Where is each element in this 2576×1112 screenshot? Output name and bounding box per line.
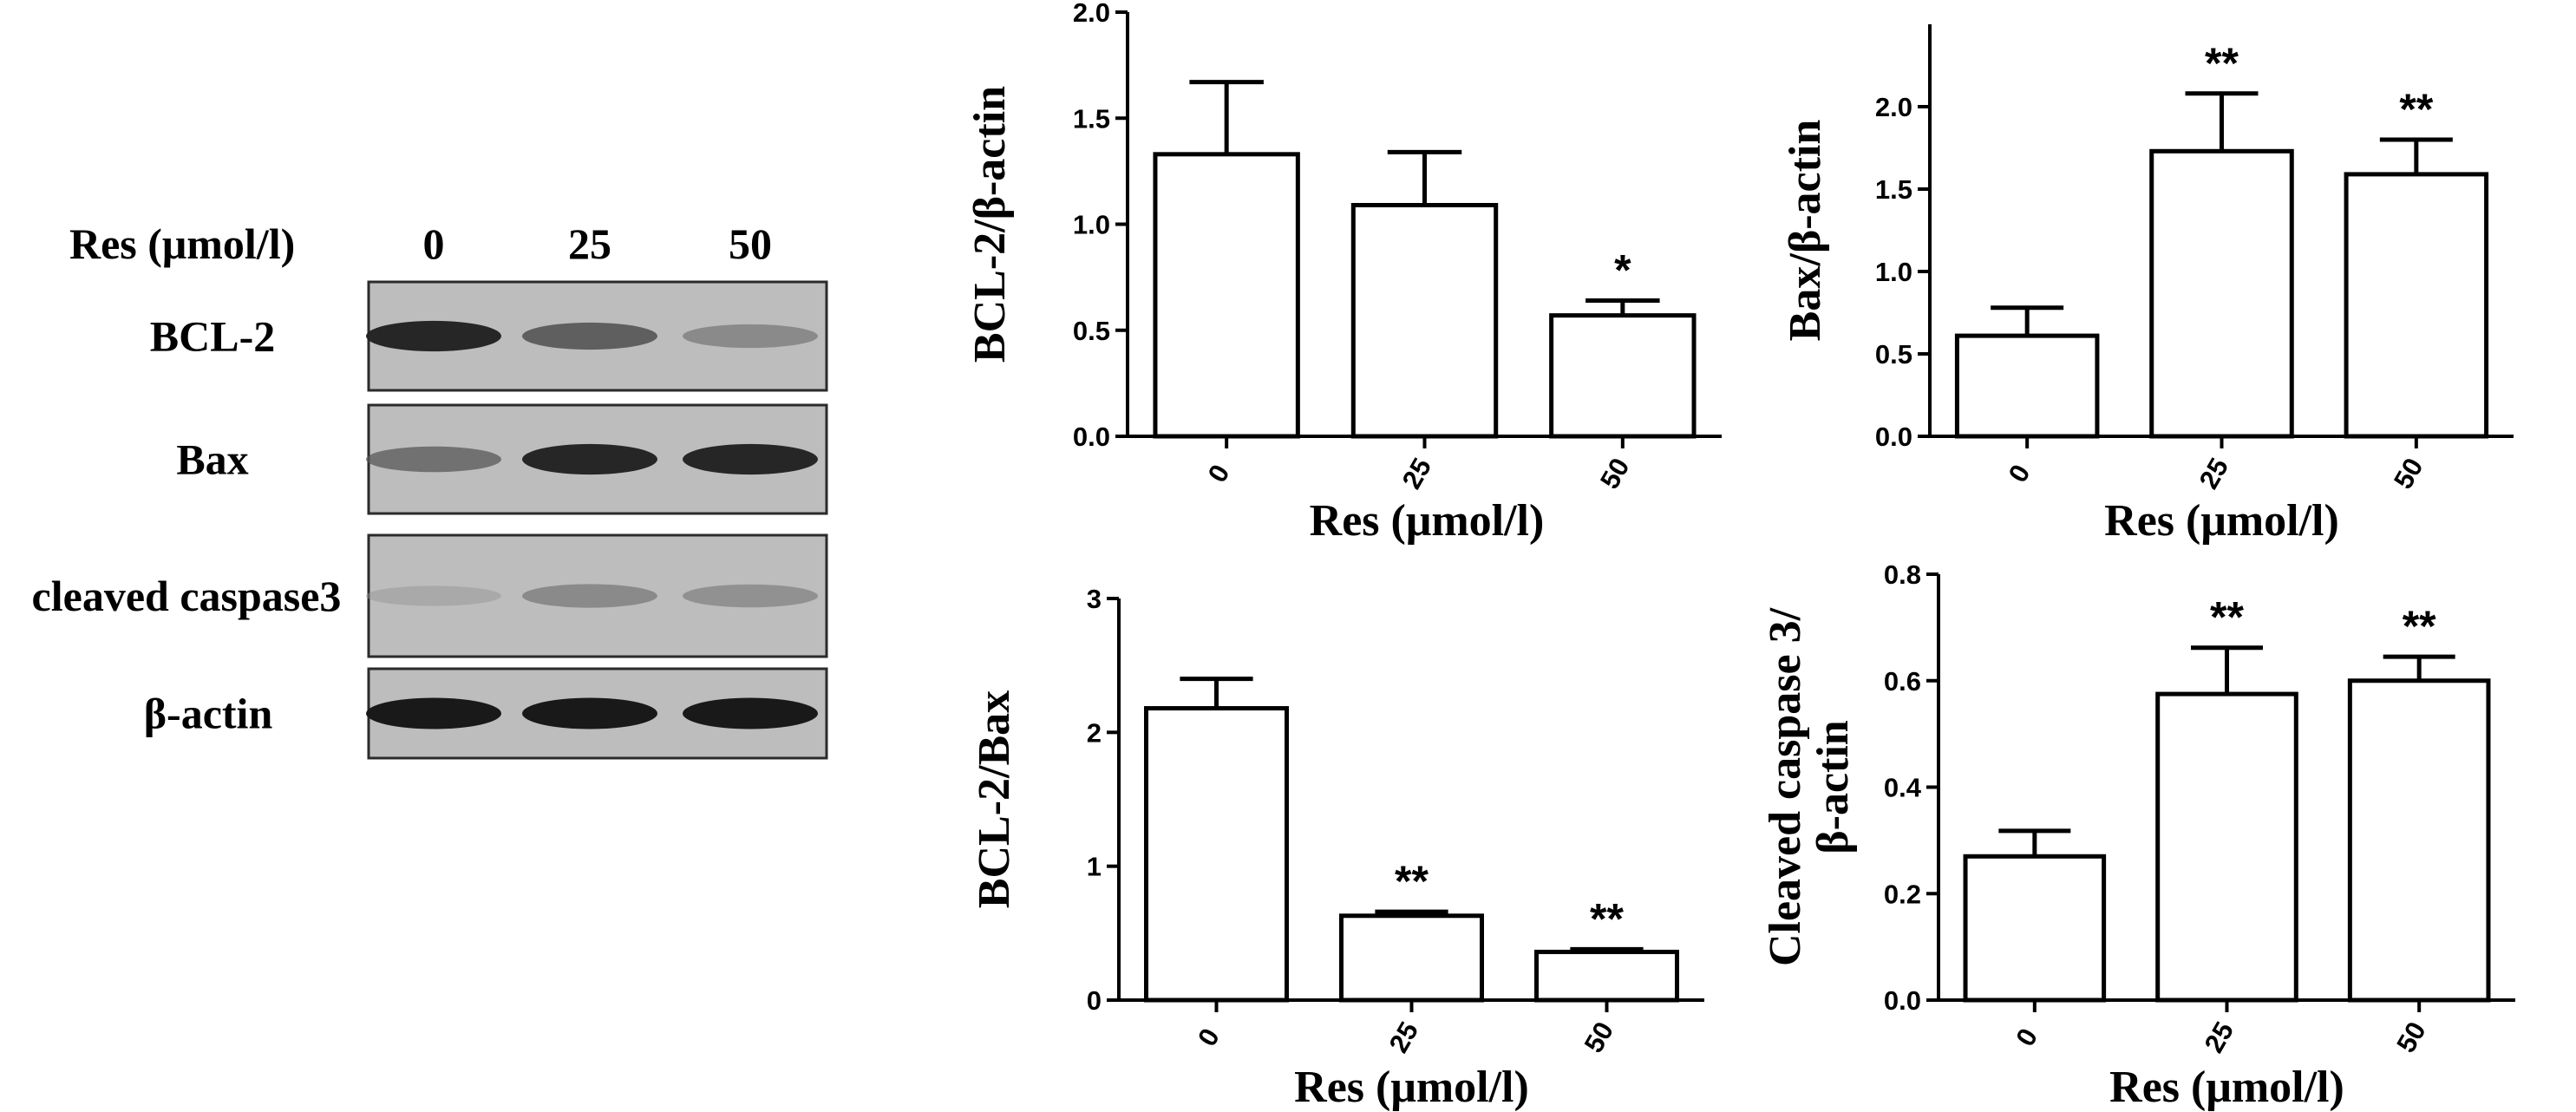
y-axis-title: BCL-2/Bax	[970, 690, 1019, 908]
y-tick-label: 2.0	[1875, 92, 1912, 122]
significance-label: **	[2403, 602, 2436, 651]
x-tick-label: 50	[2388, 453, 2429, 494]
bar	[2344, 172, 2489, 439]
significance-label: **	[1590, 894, 1624, 943]
x-tick-label: 25	[1383, 1017, 1425, 1057]
y-tick-label: 0.6	[1884, 666, 1921, 697]
protein-band	[522, 443, 657, 475]
protein-band	[366, 585, 501, 606]
significance-label: **	[2205, 39, 2239, 88]
y-tick-label: 3	[1087, 584, 1102, 614]
y-axis-title: Bax/β-actin	[1781, 120, 1830, 342]
y-axis-title: Cleaved caspase 3/	[1761, 607, 1810, 966]
protein-band	[683, 324, 818, 349]
y-tick-label: 1.5	[1875, 174, 1912, 205]
bar	[1549, 313, 1697, 439]
x-tick-label: 25	[2199, 1017, 2240, 1057]
y-tick-label: 0.0	[1875, 422, 1912, 452]
y-tick-label: 1.5	[1073, 103, 1110, 134]
bar	[2347, 678, 2491, 1003]
y-tick-label: 2	[1087, 717, 1102, 748]
protein-band	[522, 322, 657, 350]
protein-band	[366, 446, 501, 473]
y-tick-label: 1.0	[1875, 257, 1912, 287]
y-tick-label: 0.0	[1073, 422, 1110, 452]
protein-band	[683, 584, 818, 608]
band-label: cleaved caspase3	[32, 572, 342, 620]
lane-label: 25	[568, 219, 611, 268]
bar	[1144, 706, 1289, 1003]
y-tick-label: 1	[1087, 852, 1102, 882]
bar	[1963, 854, 2107, 1003]
significance-label: *	[1614, 246, 1631, 295]
x-tick-label: 25	[2194, 453, 2235, 494]
x-tick-label: 0	[2003, 460, 2037, 487]
y-tick-label: 1.0	[1073, 210, 1110, 240]
y-tick-label: 2.0	[1073, 0, 1110, 28]
bar-chart-3: 0 1 2 3 0 ** 25 ** 50 Res (μmol/l) BCL-2/Bax	[970, 584, 1704, 1112]
y-tick-label: 0	[1087, 985, 1102, 1016]
bar-charts: 0.0 0.5 1.0 1.5 2.0 0 25 * 50 BCL-2/β-actin 0.0 0.5…	[965, 0, 2515, 1112]
bar-chart-2: 0.0 0.5 1.0 1.5 2.0 0 ** 25 ** 50 Res (μmol/l) Bax/…	[1781, 24, 2514, 546]
protein-band	[683, 697, 818, 729]
x-tick-label: 0	[1192, 1024, 1226, 1051]
y-axis-title: BCL-2/β-actin	[965, 86, 1015, 363]
band-label: Bax	[176, 435, 248, 484]
x-tick-label: 50	[1579, 1017, 1620, 1057]
protein-band	[366, 320, 501, 352]
lane-label: 50	[729, 219, 772, 268]
x-tick-label: 0	[2010, 1024, 2043, 1051]
bar	[2149, 148, 2294, 439]
y-tick-label: 0.2	[1884, 879, 1921, 909]
x-tick-label: 50	[1594, 453, 1636, 494]
western-blot-panel: Res (μmol/l) 0 25 50 BCL-2 Bax cleaved caspase…	[32, 219, 828, 760]
band-label: BCL-2	[150, 312, 275, 361]
significance-label: **	[1395, 857, 1429, 906]
bar-chart-1: 0.0 0.5 1.0 1.5 2.0 0 25 * 50 BCL-2/β-actin	[965, 0, 1722, 494]
protein-band	[522, 697, 657, 729]
y-tick-label: 0.5	[1875, 339, 1912, 370]
x-tick-label: 25	[1396, 453, 1438, 494]
protein-band	[683, 443, 818, 475]
x-tick-label: 50	[2390, 1017, 2432, 1057]
bar	[1534, 949, 1679, 1003]
y-tick-label: 0.8	[1884, 559, 1921, 590]
x-axis-title: Res (μmol/l)	[1310, 496, 1545, 546]
y-axis-title-line2: β-actin	[1808, 720, 1858, 854]
band-label: β-actin	[144, 690, 273, 738]
x-tick-label: 0	[1202, 460, 1236, 487]
x-axis-title: Res (μmol/l)	[1294, 1063, 1529, 1112]
lane-label: 0	[423, 219, 445, 268]
x-axis-title: Res (μmol/l)	[2109, 1063, 2344, 1112]
protein-band	[522, 584, 657, 608]
y-tick-label: 0.5	[1073, 316, 1110, 346]
bar	[1339, 913, 1484, 1003]
significance-label: **	[2399, 85, 2433, 134]
y-tick-label: 0.0	[1884, 985, 1921, 1016]
significance-label: **	[2210, 593, 2244, 642]
x-axis-title: Res (μmol/l)	[2104, 496, 2339, 546]
bar	[1153, 152, 1300, 439]
y-tick-label: 0.4	[1884, 773, 1922, 803]
bar	[2155, 691, 2298, 1003]
bar	[1350, 202, 1499, 439]
bar-chart-4: 0.0 0.2 0.4 0.6 0.8 0 ** 25 ** 50 Res (μmol/l) Clea…	[1761, 559, 2515, 1112]
protein-band	[366, 697, 501, 729]
treatment-label: Res (μmol/l)	[69, 219, 295, 268]
bar	[1954, 333, 2100, 439]
